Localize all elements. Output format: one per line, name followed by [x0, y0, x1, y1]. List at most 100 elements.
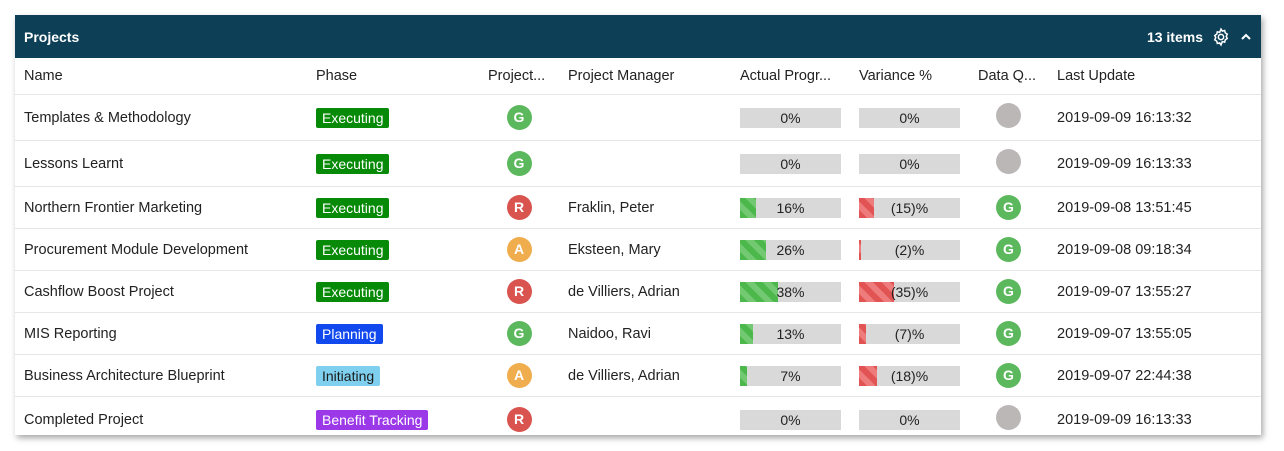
last-update: 2019-09-09 16:13:32 — [1048, 94, 1261, 141]
last-update: 2019-09-09 16:13:33 — [1048, 396, 1261, 435]
progress-label: 7% — [780, 367, 801, 384]
data-quality-cell — [969, 140, 1048, 187]
progress-label: 26% — [776, 241, 805, 258]
project-manager: de Villiers, Adrian — [559, 270, 731, 313]
project-name[interactable]: Procurement Module Development — [15, 228, 307, 271]
phase-badge: Initiating — [316, 365, 381, 386]
phase-cell: Executing — [307, 94, 479, 141]
variance-bar: 0% — [859, 153, 960, 174]
gear-icon[interactable] — [1211, 26, 1231, 47]
data-quality-cell: G — [969, 312, 1048, 355]
phase-cell: Executing — [307, 186, 479, 229]
project-manager — [559, 94, 731, 141]
progress-label: 16% — [776, 199, 805, 216]
last-update: 2019-09-07 13:55:27 — [1048, 270, 1261, 313]
health-cell: R — [479, 270, 559, 313]
project-manager: Fraklin, Peter — [559, 186, 731, 229]
data-quality-indicator: G — [996, 237, 1021, 262]
column-header-phase[interactable]: Phase — [307, 58, 479, 95]
project-name[interactable]: Northern Frontier Marketing — [15, 186, 307, 229]
panel-header: Projects 13 items — [15, 15, 1261, 58]
variance-bar: (18)% — [859, 365, 960, 386]
project-manager — [559, 140, 731, 187]
project-name[interactable]: Business Architecture Blueprint — [15, 354, 307, 397]
progress-cell: 16% — [731, 186, 850, 229]
health-indicator: G — [506, 321, 532, 346]
variance-bar: (15)% — [859, 197, 960, 218]
variance-bar: (2)% — [859, 239, 960, 260]
project-name[interactable]: Templates & Methodology — [15, 94, 307, 141]
progress-bar: 16% — [740, 197, 841, 218]
health-cell: A — [479, 228, 559, 271]
progress-bar: 0% — [740, 409, 841, 430]
data-quality-cell: G — [969, 270, 1048, 313]
project-name[interactable]: Lessons Learnt — [15, 140, 307, 187]
progress-cell: 0% — [731, 94, 850, 141]
phase-cell: Benefit Tracking — [307, 396, 479, 435]
data-quality-indicator — [996, 405, 1021, 430]
table-row[interactable]: Lessons Learnt Executing G 0% 0% 2019-09-09 1… — [15, 140, 1261, 187]
variance-bar: 0% — [859, 107, 960, 128]
progress-label: 0% — [780, 109, 801, 126]
health-cell: G — [479, 94, 559, 141]
health-indicator: R — [506, 195, 532, 220]
chevron-up-icon[interactable] — [1239, 30, 1253, 44]
data-quality-indicator — [996, 103, 1021, 128]
progress-cell: 0% — [731, 396, 850, 435]
column-header-name[interactable]: Name — [15, 58, 307, 95]
variance-label: 0% — [899, 109, 920, 126]
phase-badge: Executing — [316, 153, 390, 174]
column-header-project-manager[interactable]: Project Manager — [559, 58, 731, 95]
data-quality-indicator: G — [996, 279, 1021, 304]
data-quality-cell: G — [969, 186, 1048, 229]
health-indicator: R — [506, 407, 532, 432]
column-header-variance[interactable]: Variance % — [850, 58, 969, 95]
project-manager: Naidoo, Ravi — [559, 312, 731, 355]
variance-cell: 0% — [850, 140, 969, 187]
phase-cell: Executing — [307, 270, 479, 313]
table-row[interactable]: Business Architecture Blueprint Initiatin… — [15, 354, 1261, 397]
data-quality-indicator: G — [996, 363, 1021, 388]
column-header-data-quality[interactable]: Data Q... — [969, 58, 1048, 95]
panel-title: Projects — [24, 28, 80, 45]
column-header-last-update[interactable]: Last Update — [1048, 58, 1261, 95]
column-header-project-health[interactable]: Project... — [479, 58, 559, 95]
progress-cell: 38% — [731, 270, 850, 313]
variance-label: (2)% — [894, 241, 925, 258]
project-manager: de Villiers, Adrian — [559, 354, 731, 397]
variance-cell: (2)% — [850, 228, 969, 271]
phase-badge: Executing — [316, 281, 390, 302]
progress-cell: 26% — [731, 228, 850, 271]
progress-cell: 7% — [731, 354, 850, 397]
variance-label: (7)% — [894, 325, 925, 342]
health-indicator: G — [506, 151, 532, 176]
phase-badge: Planning — [316, 323, 383, 344]
phase-cell: Executing — [307, 228, 479, 271]
table-row[interactable]: Templates & Methodology Executing G 0% 0% 201… — [15, 94, 1261, 141]
variance-cell: 0% — [850, 396, 969, 435]
column-header-actual-progress[interactable]: Actual Progr... — [731, 58, 850, 95]
table-row[interactable]: Northern Frontier Marketing Executing R Fra… — [15, 186, 1261, 229]
last-update: 2019-09-07 22:44:38 — [1048, 354, 1261, 397]
progress-label: 13% — [776, 325, 805, 342]
projects-panel: Projects 13 items Name Phase Project... — [15, 15, 1261, 435]
table-row[interactable]: Procurement Module Development Executing A… — [15, 228, 1261, 271]
table-row[interactable]: Completed Project Benefit Tracking R 0% 0% 20… — [15, 396, 1261, 435]
phase-badge: Executing — [316, 107, 390, 128]
project-name[interactable]: MIS Reporting — [15, 312, 307, 355]
table-row[interactable]: MIS Reporting Planning G Naidoo, Ravi 13% (7)… — [15, 312, 1261, 355]
project-name[interactable]: Completed Project — [15, 396, 307, 435]
progress-cell: 13% — [731, 312, 850, 355]
health-cell: A — [479, 354, 559, 397]
variance-label: (15)% — [890, 199, 929, 216]
health-indicator: R — [506, 279, 532, 304]
phase-badge: Executing — [316, 197, 390, 218]
health-indicator: A — [506, 237, 532, 262]
data-quality-indicator: G — [996, 195, 1021, 220]
health-indicator: A — [506, 363, 532, 388]
project-name[interactable]: Cashflow Boost Project — [15, 270, 307, 313]
progress-bar: 26% — [740, 239, 841, 260]
progress-cell: 0% — [731, 140, 850, 187]
progress-label: 0% — [780, 155, 801, 172]
